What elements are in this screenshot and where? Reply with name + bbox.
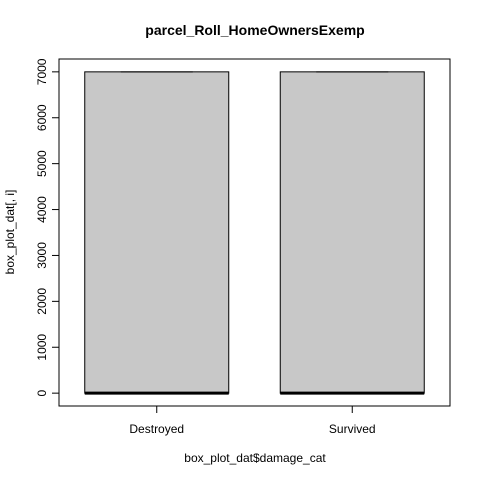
box-survived xyxy=(279,71,425,394)
chart-title: parcel_Roll_HomeOwnersExemp xyxy=(145,22,364,38)
y-axis: 0 1000 2000 3000 4000 5000 6000 7000 xyxy=(35,58,60,396)
y-tick-label: 0 xyxy=(35,389,49,396)
x-tick-label: Destroyed xyxy=(129,422,184,436)
y-tick-label: 5000 xyxy=(35,150,49,177)
x-axis: Destroyed Survived xyxy=(129,405,376,436)
y-tick-label: 4000 xyxy=(35,196,49,223)
x-axis-label: box_plot_dat$damage_cat xyxy=(184,451,326,465)
box-destroyed xyxy=(84,71,230,394)
y-tick-label: 2000 xyxy=(35,288,49,315)
x-tick-label: Survived xyxy=(329,422,376,436)
boxes-group xyxy=(84,71,425,395)
y-tick-label: 7000 xyxy=(35,58,49,85)
y-axis-label: box_plot_dat[, i] xyxy=(3,190,17,275)
y-tick-label: 3000 xyxy=(35,242,49,269)
y-tick-label: 6000 xyxy=(35,104,49,131)
y-tick-label: 1000 xyxy=(35,334,49,361)
